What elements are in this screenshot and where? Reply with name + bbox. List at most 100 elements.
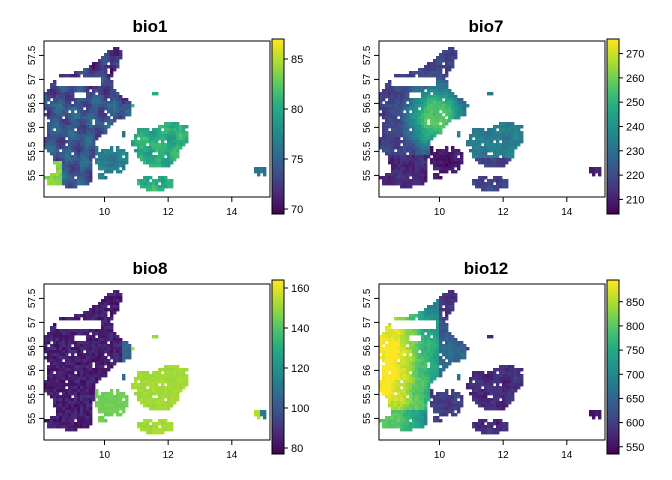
- raster-cell: [89, 143, 93, 147]
- raster-cell: [403, 89, 407, 93]
- raster-cell: [119, 395, 123, 399]
- raster-cell: [424, 386, 428, 390]
- raster-cell: [493, 125, 497, 129]
- raster-cell: [65, 416, 69, 420]
- raster-cell: [152, 335, 156, 339]
- raster-cell: [104, 71, 108, 75]
- raster-cell: [89, 398, 93, 402]
- raster-cell: [83, 74, 87, 78]
- raster-cell: [140, 149, 144, 153]
- raster-cell: [110, 110, 114, 114]
- raster-cell: [382, 332, 386, 336]
- raster-cell: [50, 416, 54, 420]
- raster-cell: [427, 65, 431, 69]
- raster-cell: [170, 422, 174, 426]
- raster-cell: [62, 89, 66, 93]
- raster-cell: [71, 377, 75, 381]
- colorbar-segment: [607, 309, 619, 313]
- raster-cell: [146, 137, 150, 141]
- raster-cell: [490, 182, 494, 186]
- raster-cell: [131, 140, 135, 144]
- raster-cell: [439, 326, 443, 330]
- raster-cell: [460, 152, 464, 156]
- raster-cell: [107, 344, 111, 348]
- raster-cell: [107, 308, 111, 312]
- raster-cell: [379, 113, 383, 117]
- raster-cell: [167, 374, 171, 378]
- raster-cell: [496, 383, 500, 387]
- raster-cell: [499, 134, 503, 138]
- colorbar-segment: [272, 69, 284, 72]
- raster-cell: [152, 92, 156, 96]
- x-tick-label: 12: [498, 450, 510, 461]
- raster-cell: [448, 155, 452, 159]
- raster-cell: [176, 128, 180, 132]
- raster-cell: [185, 140, 189, 144]
- colorbar-segment: [272, 451, 284, 455]
- raster-cell: [424, 389, 428, 393]
- raster-cell: [409, 164, 413, 168]
- raster-cell: [430, 146, 434, 150]
- raster-cell: [415, 341, 419, 345]
- colorbar-segment: [272, 179, 284, 182]
- raster-cell: [511, 131, 515, 135]
- raster-cell: [394, 389, 398, 393]
- raster-cell: [149, 374, 153, 378]
- raster-cell: [418, 359, 422, 363]
- raster-cell: [439, 104, 443, 108]
- raster-cell: [62, 410, 66, 414]
- raster-cell: [415, 128, 419, 132]
- raster-cell: [430, 62, 434, 66]
- colorbar-segment: [607, 416, 619, 420]
- raster-cell: [149, 392, 153, 396]
- raster-cell: [182, 374, 186, 378]
- raster-cell: [454, 347, 458, 351]
- raster-cell: [427, 101, 431, 105]
- colorbar-segment: [272, 312, 284, 316]
- raster-cell: [505, 422, 509, 426]
- raster-cell: [101, 368, 105, 372]
- raster-cell: [439, 164, 443, 168]
- raster-cell: [421, 146, 425, 150]
- raster-cell: [433, 302, 437, 306]
- raster-cell: [403, 419, 407, 423]
- raster-cell: [430, 377, 434, 381]
- raster-cell: [143, 128, 147, 132]
- raster-cell: [44, 419, 48, 423]
- raster-cell: [442, 335, 446, 339]
- colorbar-segment: [607, 194, 619, 197]
- raster-cell: [400, 104, 404, 108]
- raster-cell: [379, 146, 383, 150]
- raster-cell: [409, 167, 413, 171]
- raster-cell: [56, 386, 60, 390]
- colorbar-segment: [272, 166, 284, 170]
- colorbar-segment: [272, 139, 284, 142]
- raster-cell: [394, 131, 398, 135]
- raster-cell: [433, 173, 437, 177]
- raster-cell: [74, 182, 78, 186]
- raster-cell: [415, 143, 419, 147]
- raster-cell: [119, 158, 123, 162]
- raster-cell: [113, 65, 117, 69]
- raster-cell: [514, 380, 518, 384]
- raster-cell: [481, 371, 485, 375]
- raster-cell: [74, 170, 78, 174]
- raster-cell: [104, 77, 108, 81]
- raster-cell: [122, 110, 126, 114]
- raster-cell: [424, 74, 428, 78]
- raster-cell: [382, 116, 386, 120]
- raster-cell: [62, 350, 66, 354]
- y-tick-label: 56: [27, 121, 38, 133]
- raster-cell: [149, 137, 153, 141]
- raster-cell: [463, 104, 467, 108]
- raster-cell: [415, 374, 419, 378]
- raster-cell: [62, 398, 66, 402]
- raster-cell: [62, 374, 66, 378]
- raster-cell: [104, 347, 108, 351]
- raster-cell: [92, 65, 96, 69]
- raster-cell: [77, 410, 81, 414]
- raster-cell: [56, 362, 60, 366]
- raster-cell: [167, 422, 171, 426]
- raster-cell: [442, 317, 446, 321]
- raster-cell: [71, 98, 75, 102]
